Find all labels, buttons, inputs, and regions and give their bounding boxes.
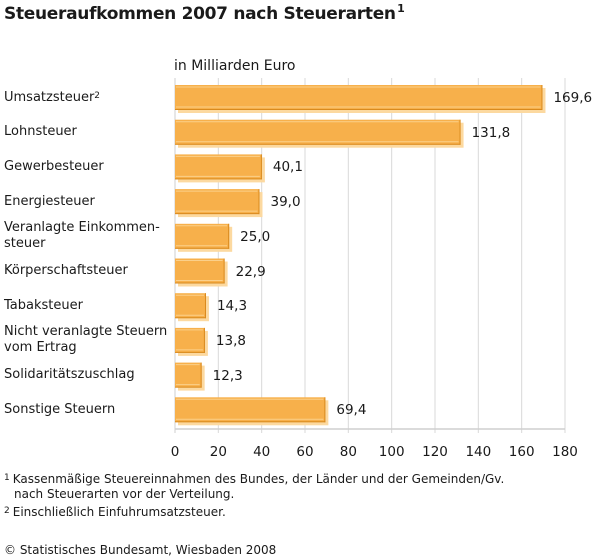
title-footnote-mark: 1: [397, 2, 405, 15]
value-label: 25,0: [240, 228, 271, 245]
chart-title: Steueraufkommen 2007 nach Steuerarten 1: [4, 2, 405, 24]
x-tick-label: 40: [253, 444, 271, 460]
category-label: Nicht veranlagte Steuern vom Ertrag: [4, 324, 170, 356]
footnote-mark: 2: [4, 506, 10, 516]
x-tick-label: 0: [170, 444, 180, 460]
category-label: Gewerbesteuer: [4, 159, 170, 175]
category-label-text: Energiesteuer: [4, 193, 95, 209]
footnote-mark: 1: [4, 473, 10, 483]
category-label-text: Gewerbesteuer: [4, 158, 104, 174]
category-label: Energiesteuer: [4, 194, 170, 210]
value-label: 12,3: [212, 367, 243, 384]
category-label: Körperschaftsteuer: [4, 263, 170, 279]
bar: [175, 154, 262, 180]
value-label: 14,3: [216, 298, 248, 315]
x-tick-label: 60: [296, 444, 314, 460]
footnote: 2 Einschließlich Einfuhrumsatzsteuer.: [4, 505, 226, 520]
value-label: 69,4: [336, 402, 367, 419]
category-label: Umsatzsteuer2: [4, 90, 170, 106]
bar: [175, 189, 260, 215]
copyright: © Statistisches Bundesamt, Wiesbaden 200…: [4, 543, 277, 557]
footnote-text: nach Steuerarten vor der Verteilung.: [14, 487, 235, 501]
x-tick-label: 120: [422, 444, 448, 460]
category-label: Lohnsteuer: [4, 124, 170, 140]
x-tick-label: 100: [378, 444, 405, 460]
category-label-text: Lohnsteuer: [4, 124, 77, 140]
bar: [175, 119, 461, 145]
value-label: 169,6: [553, 90, 593, 106]
bar: [175, 362, 202, 388]
value-label: 13,8: [215, 332, 246, 349]
footnote-text: Einschließlich Einfuhrumsatzsteuer.: [12, 505, 226, 519]
category-label: Sonstige Steuern: [4, 402, 170, 418]
x-tick-label: 20: [209, 444, 227, 460]
value-label: 22,9: [235, 263, 266, 280]
x-tick-label: 80: [339, 444, 357, 460]
bar: [175, 397, 326, 423]
value-label: 40,1: [272, 159, 303, 176]
category-label-text: Körperschaftsteuer: [4, 263, 128, 278]
category-label: Solidaritätszuschlag: [4, 367, 170, 383]
category-label-text: Tabaksteuer: [4, 297, 83, 313]
value-label: 131,8: [471, 124, 511, 141]
bar: [175, 293, 206, 319]
chart-title-text: Steueraufkommen 2007 nach Steuerarten: [4, 4, 396, 24]
x-tick-label: 140: [465, 444, 492, 460]
category-label: Veranlagte Einkommen-steuer: [4, 220, 170, 252]
category-label-text: Solidaritätszuschlag: [4, 367, 135, 383]
category-label-text: Umsatzsteuer: [4, 89, 95, 105]
category-label: Tabaksteuer: [4, 298, 170, 314]
bar: [175, 327, 205, 353]
bar: [175, 85, 543, 110]
category-label-text: Veranlagte Einkommen-: [4, 220, 160, 236]
x-tick-label: 160: [508, 444, 535, 460]
bar: [175, 258, 225, 284]
unit-label: in Milliarden Euro: [174, 58, 296, 74]
footnote-mark: 2: [94, 90, 101, 101]
bar: [175, 223, 230, 249]
category-label-text: vom Ertrag: [4, 340, 77, 356]
value-label: 39,0: [270, 194, 301, 211]
category-label-text: Sonstige Steuern: [4, 401, 116, 417]
category-label-text: Nicht veranlagte Steuern: [4, 324, 168, 340]
footnote-text: Kassenmäßige Steuereinnahmen des Bundes,…: [12, 472, 505, 486]
x-tick-label: 180: [552, 444, 578, 460]
category-label-text: steuer: [4, 236, 46, 252]
footnote: 1 Kassenmäßige Steuereinnahmen des Bundes…: [4, 472, 504, 502]
